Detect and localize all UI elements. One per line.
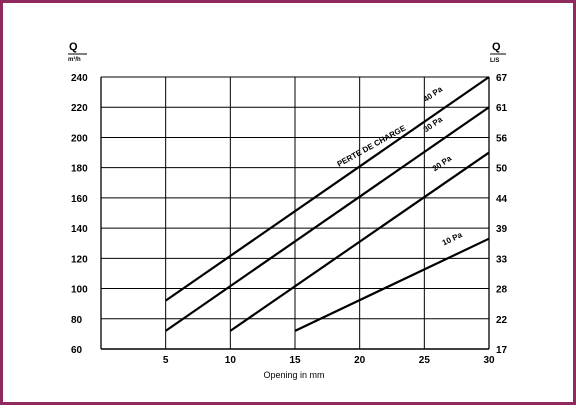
- y-tick-label-right: 67: [496, 73, 508, 84]
- series-label-40-pa: 40 Pa: [422, 84, 445, 104]
- y-tick-label-right: 17: [496, 345, 508, 356]
- series-label-30-pa: 30 Pa: [422, 115, 445, 135]
- y-tick-label-right: 33: [496, 254, 508, 265]
- y-tick-label-left: 60: [71, 345, 83, 356]
- y-tick-label-left: 80: [71, 315, 83, 326]
- series-line-30-pa: [165, 106, 490, 332]
- y-tick-label-right: 50: [496, 164, 508, 175]
- x-tick-label: 20: [354, 355, 366, 366]
- y-tick-label-left: 240: [71, 73, 88, 84]
- y-tick-label-right: 56: [496, 133, 508, 144]
- y-axis-left-symbol: Q: [69, 41, 78, 53]
- x-tick-label: 10: [225, 355, 237, 366]
- series-line-20-pa: [229, 151, 490, 332]
- x-tick-label: 30: [483, 355, 495, 366]
- series-label-20-pa: 20 Pa: [431, 154, 454, 174]
- y-axis-left-unit: m³/h: [68, 56, 81, 63]
- y-tick-label-right: 39: [496, 224, 508, 235]
- y-tick-label-left: 100: [71, 285, 88, 296]
- annotation-perte-de-charge: PERTE DE CHARGE: [336, 123, 408, 168]
- y-tick-label-left: 140: [71, 224, 88, 235]
- y-tick-label-right: 61: [496, 103, 508, 114]
- x-tick-label: 15: [289, 355, 301, 366]
- x-tick-label: 5: [163, 355, 169, 366]
- series-line-40-pa: [165, 76, 490, 302]
- y-tick-label-left: 200: [71, 133, 88, 144]
- y-tick-label-left: 120: [71, 254, 88, 265]
- y-axis-right-unit: L/S: [490, 58, 499, 64]
- series-lines: [165, 76, 490, 332]
- y-tick-label-right: 28: [496, 285, 508, 296]
- series-label-10-pa: 10 Pa: [441, 230, 464, 247]
- series-line-10-pa: [294, 237, 490, 332]
- y-tick-label-left: 180: [71, 164, 88, 175]
- labels: 60 80 100 120 140 160 180 200 220 240 17 22 28 33 39 44…: [71, 73, 508, 366]
- y-tick-label-right: 44: [496, 194, 508, 205]
- y-axis-right-symbol: Q: [492, 41, 501, 53]
- y-tick-label-left: 220: [71, 103, 88, 114]
- y-tick-label-right: 22: [496, 315, 508, 326]
- chart: 60 80 100 120 140 160 180 200 220 240 17 22 28 33 39 44…: [68, 41, 508, 380]
- y-tick-label-left: 160: [71, 194, 88, 205]
- x-tick-label: 25: [419, 355, 431, 366]
- x-axis-label: Opening in mm: [263, 370, 324, 380]
